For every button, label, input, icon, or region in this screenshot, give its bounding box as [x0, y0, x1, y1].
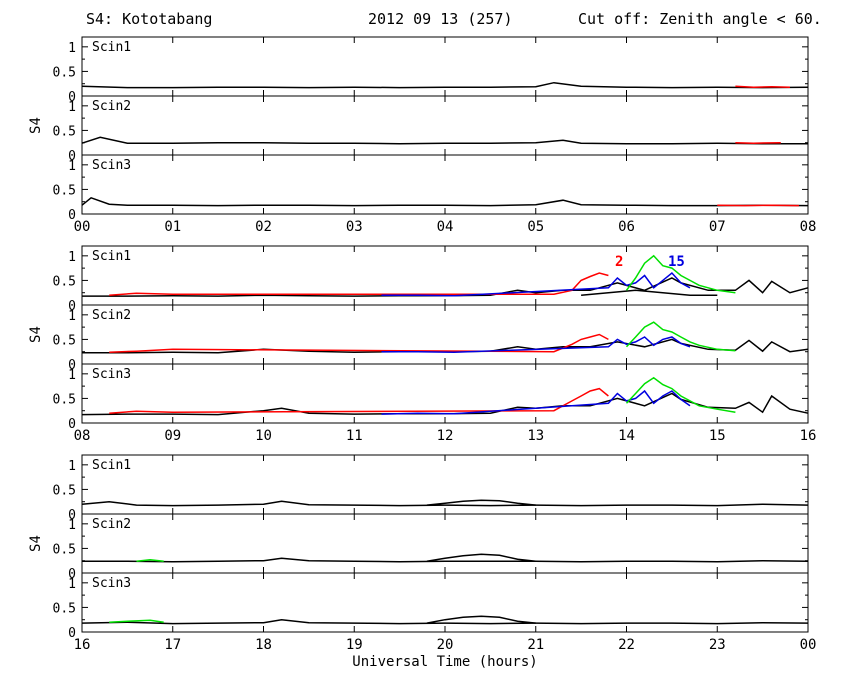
y-tick-label: 1 [68, 309, 76, 324]
x-tick-label: 23 [709, 637, 726, 653]
x-tick-label: 03 [346, 219, 363, 235]
panel-label: Scin1 [92, 40, 131, 55]
y-tick-label: 0.5 [53, 124, 76, 139]
y-tick-label: 1 [68, 518, 76, 533]
panel-frame [81, 95, 809, 156]
series-line [81, 196, 809, 207]
series-line [625, 254, 736, 294]
y-tick-label: 0 [68, 149, 76, 164]
satellite-annotation: 15 [668, 254, 685, 270]
series-line [82, 277, 809, 297]
y-tick-label: 1 [68, 577, 76, 592]
series-line [426, 499, 536, 506]
y-tick-label: 1 [68, 41, 76, 56]
series-line [381, 336, 691, 353]
x-tick-label: 15 [709, 428, 726, 444]
x-tick-label: 08 [74, 428, 91, 444]
y-tick-label: 0 [68, 208, 76, 223]
panel-frame [81, 513, 809, 574]
series-line [381, 271, 691, 297]
series-line [82, 557, 809, 563]
y-axis-title: S4 [28, 117, 44, 134]
series-line [426, 553, 536, 562]
y-tick-label: 0.5 [53, 183, 76, 198]
cutoff-label: Cut off: Zenith angle < 60. [578, 10, 822, 28]
panel-label: Scin3 [92, 367, 131, 382]
date-label: 2012 09 13 (257) [368, 10, 513, 28]
satellite-annotation: 2 [615, 254, 623, 270]
panel-label: Scin1 [92, 458, 131, 473]
y-tick-label: 0.5 [53, 392, 76, 407]
y-axis-title: S4 [28, 326, 44, 343]
series-line [81, 81, 809, 89]
series-line [109, 387, 609, 414]
x-tick-label: 16 [800, 428, 817, 444]
panel-label: Scin1 [92, 249, 131, 264]
x-tick-label: 02 [255, 219, 272, 235]
x-tick-label: 08 [800, 219, 817, 235]
series-line [625, 376, 736, 413]
series-line [581, 289, 718, 296]
y-tick-label: 0.5 [53, 333, 76, 348]
y-tick-label: 0 [68, 508, 76, 523]
panel-label: Scin2 [92, 308, 131, 323]
y-tick-label: 0 [68, 90, 76, 105]
x-tick-label: 01 [164, 219, 181, 235]
series-line [735, 141, 781, 144]
x-tick-label: 05 [527, 219, 544, 235]
series-line [426, 615, 536, 624]
y-tick-label: 0.5 [53, 601, 76, 616]
x-tick-label: 00 [74, 219, 91, 235]
y-tick-label: 1 [68, 368, 76, 383]
series-line [136, 558, 164, 562]
y-tick-label: 0 [68, 299, 76, 314]
series-line [381, 389, 691, 415]
x-tick-label: 19 [346, 637, 363, 653]
x-tick-label: 22 [618, 637, 635, 653]
panel-label: Scin2 [92, 517, 131, 532]
x-tick-label: 18 [255, 637, 272, 653]
x-tick-label: 06 [618, 219, 635, 235]
y-tick-label: 1 [68, 250, 76, 265]
x-tick-label: 11 [346, 428, 363, 444]
series-line [81, 618, 809, 625]
x-tick-label: 07 [709, 219, 726, 235]
x-tick-label: 00 [800, 637, 817, 653]
station-title: S4: Kototabang [86, 10, 213, 28]
y-tick-label: 0.5 [53, 65, 76, 80]
x-tick-label: 21 [527, 637, 544, 653]
y-tick-label: 1 [68, 100, 76, 115]
series-line [625, 321, 736, 352]
y-tick-label: 0.5 [53, 542, 76, 557]
series-line [109, 619, 164, 623]
series-line [109, 333, 609, 353]
x-tick-label: 16 [74, 637, 91, 653]
x-tick-label: 13 [527, 428, 544, 444]
panel-label: Scin2 [92, 99, 131, 114]
y-tick-label: 0 [68, 358, 76, 373]
x-tick-label: 10 [255, 428, 272, 444]
y-tick-label: 0 [68, 567, 76, 582]
series-line [735, 85, 790, 88]
series-line [81, 136, 808, 145]
x-tick-label: 12 [437, 428, 454, 444]
x-tick-label: 09 [164, 428, 181, 444]
y-axis-title: S4 [28, 535, 44, 552]
x-tick-label: 17 [164, 637, 181, 653]
panel-frame [81, 304, 809, 365]
y-tick-label: 0.5 [53, 274, 76, 289]
x-tick-label: 14 [618, 428, 635, 444]
y-tick-label: 0.5 [53, 483, 76, 498]
y-tick-label: 0 [68, 417, 76, 432]
y-tick-label: 1 [68, 459, 76, 474]
x-axis-title: Universal Time (hours) [352, 654, 537, 670]
series-line [81, 500, 809, 507]
y-tick-label: 0 [68, 626, 76, 641]
x-tick-label: 04 [437, 219, 454, 235]
panel-label: Scin3 [92, 158, 131, 173]
y-tick-label: 1 [68, 159, 76, 174]
x-tick-label: 20 [437, 637, 454, 653]
panel-label: Scin3 [92, 576, 131, 591]
